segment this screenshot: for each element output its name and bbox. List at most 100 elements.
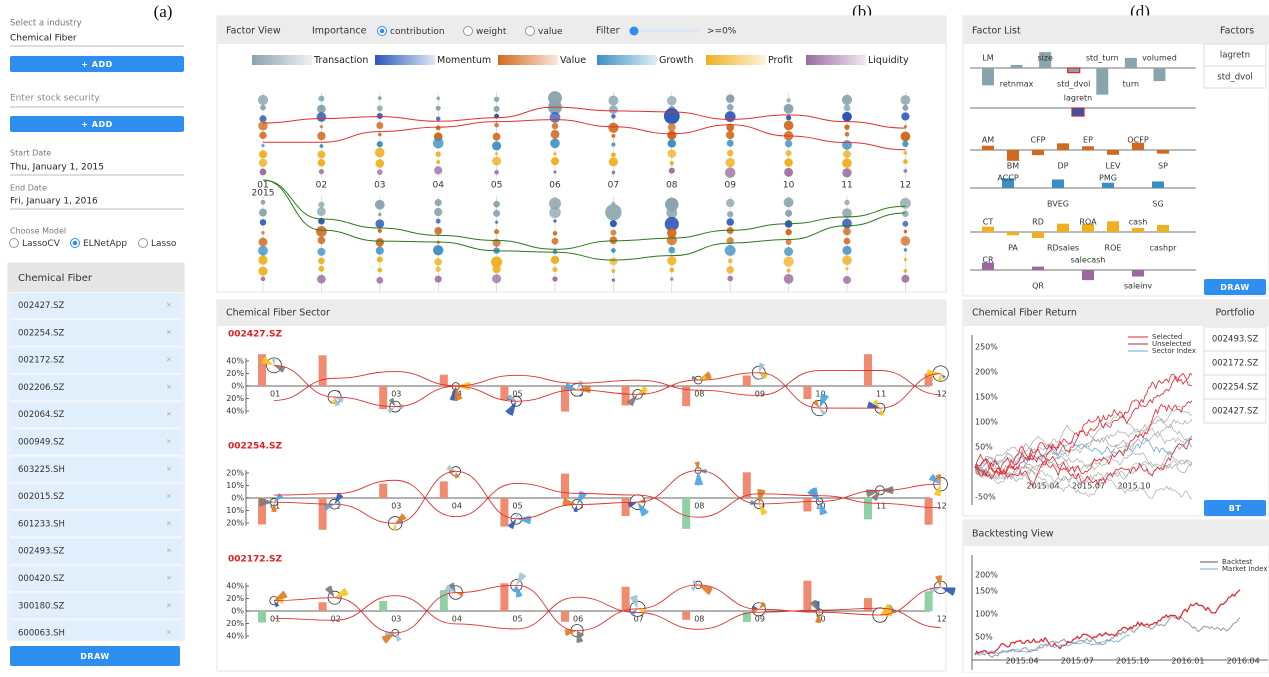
stock-item[interactable]: 601233.SH × xyxy=(10,511,182,537)
stock-item-bg[interactable] xyxy=(10,402,182,428)
factor-bar[interactable] xyxy=(1082,223,1094,232)
button-label[interactable]: DRAW xyxy=(1220,283,1249,292)
remove-icon[interactable]: × xyxy=(166,356,172,364)
factor-bar[interactable] xyxy=(1002,178,1014,188)
radio-label[interactable]: LassoCV xyxy=(22,239,61,249)
radio[interactable] xyxy=(9,238,19,248)
stock-item-bg[interactable] xyxy=(10,620,182,646)
factor-bar[interactable] xyxy=(982,262,994,270)
stock-item[interactable]: 002493.SZ × xyxy=(10,538,182,564)
factor-name[interactable]: BVEG xyxy=(1047,200,1069,209)
factor-name[interactable]: LM xyxy=(982,54,993,63)
factor-name[interactable]: volumed xyxy=(1142,54,1177,63)
factor-bar[interactable] xyxy=(1032,232,1044,239)
factor-bar[interactable] xyxy=(1039,52,1052,68)
factor-bar[interactable] xyxy=(1082,270,1094,281)
radio[interactable] xyxy=(525,26,535,36)
remove-icon[interactable]: × xyxy=(166,438,172,446)
factor-name[interactable]: cash xyxy=(1129,218,1148,227)
factor-name[interactable]: BM xyxy=(1007,162,1019,171)
stock-item-label[interactable]: 002206.SZ xyxy=(18,383,65,393)
radio-dot[interactable] xyxy=(72,240,78,246)
button[interactable]: + ADD xyxy=(10,56,184,72)
selected-factor[interactable]: std_dvol xyxy=(1217,73,1252,83)
stock-item[interactable]: 002172.SZ × xyxy=(10,347,182,373)
remove-icon[interactable]: × xyxy=(166,629,172,637)
remove-icon[interactable]: × xyxy=(166,547,172,555)
radio-label[interactable]: contribution xyxy=(390,27,445,37)
selected-factor[interactable]: lagretn xyxy=(1220,51,1250,61)
factor-name[interactable]: turn xyxy=(1123,80,1139,89)
stock-item-bg[interactable] xyxy=(10,429,182,455)
portfolio-cell[interactable] xyxy=(1203,326,1267,352)
factor-bar[interactable] xyxy=(1096,68,1109,95)
remove-icon[interactable]: × xyxy=(166,519,172,527)
factor-bar[interactable] xyxy=(1132,227,1144,232)
factor-name[interactable]: CT xyxy=(983,218,994,227)
factor-name[interactable]: std_turn xyxy=(1086,54,1119,63)
portfolio-item[interactable]: 002172.SZ xyxy=(1212,359,1259,369)
radio-label[interactable]: weight xyxy=(476,27,507,37)
factor-bar[interactable] xyxy=(1032,266,1044,270)
button-label[interactable]: DRAW xyxy=(80,652,109,661)
stock-item[interactable]: 600063.SH × xyxy=(10,620,182,646)
stock-item[interactable]: 300180.SZ × xyxy=(10,593,182,619)
button-bg[interactable] xyxy=(1204,279,1266,295)
importance-option[interactable]: value xyxy=(525,26,564,38)
stock-item-label[interactable]: 603225.SH xyxy=(18,465,65,475)
button[interactable]: + ADD xyxy=(10,116,184,132)
factor-name[interactable]: ACCP xyxy=(997,174,1019,183)
stock-item[interactable]: 000949.SZ × xyxy=(10,429,182,455)
remove-icon[interactable]: × xyxy=(166,328,172,336)
radio[interactable] xyxy=(138,238,148,248)
remove-icon[interactable]: × xyxy=(166,492,172,500)
stock-item-bg[interactable] xyxy=(10,484,182,510)
stock-item-label[interactable]: 601233.SH xyxy=(18,519,65,529)
stock-item-label[interactable]: 002064.SZ xyxy=(18,410,65,420)
stock-item[interactable]: 002206.SZ × xyxy=(10,374,182,400)
factor-bar[interactable] xyxy=(1107,221,1119,232)
factor-name[interactable]: CR xyxy=(982,256,994,265)
stock-item[interactable]: 002427.SZ × xyxy=(10,293,182,318)
stock-item-bg[interactable] xyxy=(10,456,182,482)
model-option[interactable]: LassoCV xyxy=(9,238,61,250)
remove-icon[interactable]: × xyxy=(166,410,172,418)
radio-dot[interactable] xyxy=(379,28,385,34)
button-bg[interactable] xyxy=(10,116,184,132)
factor-name[interactable]: ROA xyxy=(1079,218,1097,227)
stock-item-bg[interactable] xyxy=(10,511,182,537)
stock-item-label[interactable]: 002493.SZ xyxy=(18,547,65,557)
factor-bar[interactable] xyxy=(982,145,994,150)
portfolio-item[interactable]: 002254.SZ xyxy=(1212,383,1259,393)
radio[interactable] xyxy=(463,26,473,36)
factor-name[interactable]: retnmax xyxy=(1000,80,1034,89)
factor-bar[interactable] xyxy=(1153,68,1166,82)
factor-name[interactable]: size xyxy=(1037,54,1053,63)
stock-item-label[interactable]: 002172.SZ xyxy=(18,356,65,366)
factor-bar[interactable] xyxy=(1057,223,1069,232)
factor-name[interactable]: QR xyxy=(1032,282,1044,291)
portfolio-cell[interactable] xyxy=(1203,398,1267,424)
factor-bar[interactable] xyxy=(1067,67,1081,74)
factor-name[interactable]: std_dvol xyxy=(1057,80,1090,89)
factor-name[interactable]: OCFP xyxy=(1127,136,1148,145)
factor-bar[interactable] xyxy=(982,68,994,86)
portfolio-item[interactable]: 002427.SZ xyxy=(1212,407,1259,417)
remove-icon[interactable]: × xyxy=(166,465,172,473)
radio-label[interactable]: ELNetApp xyxy=(83,239,127,249)
stock-item[interactable]: 000420.SZ × xyxy=(10,566,182,591)
factor-bar[interactable] xyxy=(1071,107,1085,117)
slider-track[interactable] xyxy=(630,29,700,33)
factor-name[interactable]: AM xyxy=(982,136,994,145)
factor-bar[interactable] xyxy=(1007,150,1019,161)
factor-bar[interactable] xyxy=(1124,57,1137,68)
stock-item-label[interactable]: 000420.SZ xyxy=(18,574,65,584)
factor-name[interactable]: LEV xyxy=(1106,162,1122,171)
stock-item-label[interactable]: 002254.SZ xyxy=(18,328,65,338)
factor-name[interactable]: cashpr xyxy=(1150,244,1178,253)
button-label[interactable]: + ADD xyxy=(81,120,112,129)
factor-name[interactable]: DP xyxy=(1058,162,1069,171)
stock-item-bg[interactable] xyxy=(10,293,182,318)
button[interactable]: DRAW xyxy=(1204,279,1266,295)
factor-name[interactable]: SP xyxy=(1158,162,1168,171)
